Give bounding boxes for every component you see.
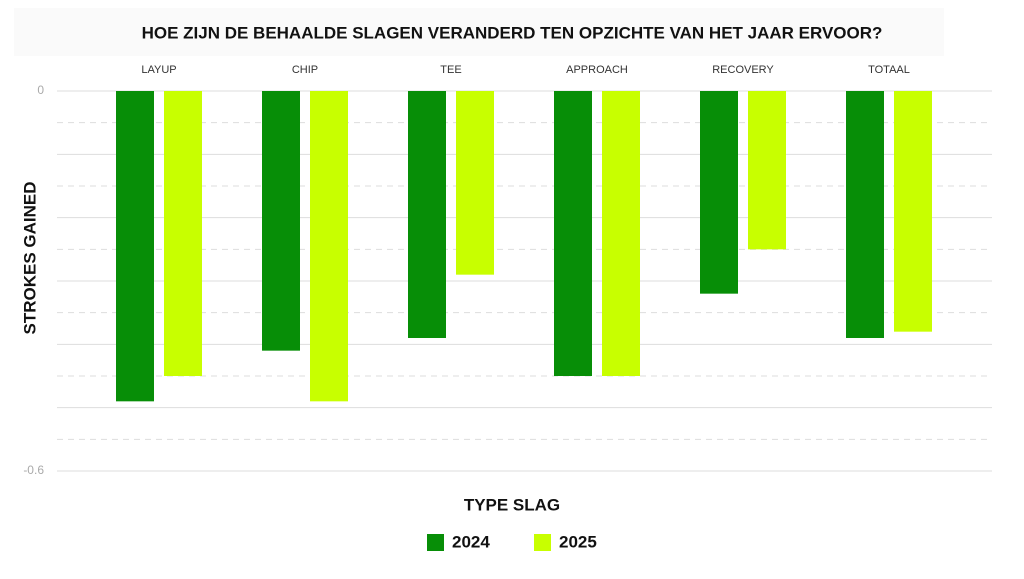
- category-label: TOTAAL: [868, 64, 910, 76]
- legend-swatch: [427, 534, 444, 551]
- legend-label: 2025: [559, 532, 597, 551]
- bar: [846, 91, 884, 338]
- y-axis-label: STROKES GAINED: [20, 181, 39, 334]
- legend-label: 2024: [452, 532, 490, 551]
- bar: [554, 91, 592, 376]
- x-axis-label: TYPE SLAG: [464, 495, 560, 514]
- bar: [700, 91, 738, 294]
- bar: [408, 91, 446, 338]
- category-label: CHIP: [292, 64, 318, 76]
- bar: [748, 91, 786, 250]
- title-band: [14, 8, 944, 56]
- chart-title: HOE ZIJN DE BEHAALDE SLAGEN VERANDERD TE…: [142, 23, 883, 42]
- bar: [894, 91, 932, 332]
- bar: [116, 91, 154, 402]
- category-label: RECOVERY: [712, 64, 774, 76]
- category-label: APPROACH: [566, 64, 628, 76]
- bar: [602, 91, 640, 376]
- legend-swatch: [534, 534, 551, 551]
- y-tick-label: -0.6: [23, 463, 44, 477]
- category-label: TEE: [440, 64, 461, 76]
- bar: [262, 91, 300, 351]
- y-tick-label: 0: [37, 83, 44, 97]
- category-label: LAYUP: [141, 64, 176, 76]
- bar: [456, 91, 494, 275]
- bar: [164, 91, 202, 376]
- bar: [310, 91, 348, 402]
